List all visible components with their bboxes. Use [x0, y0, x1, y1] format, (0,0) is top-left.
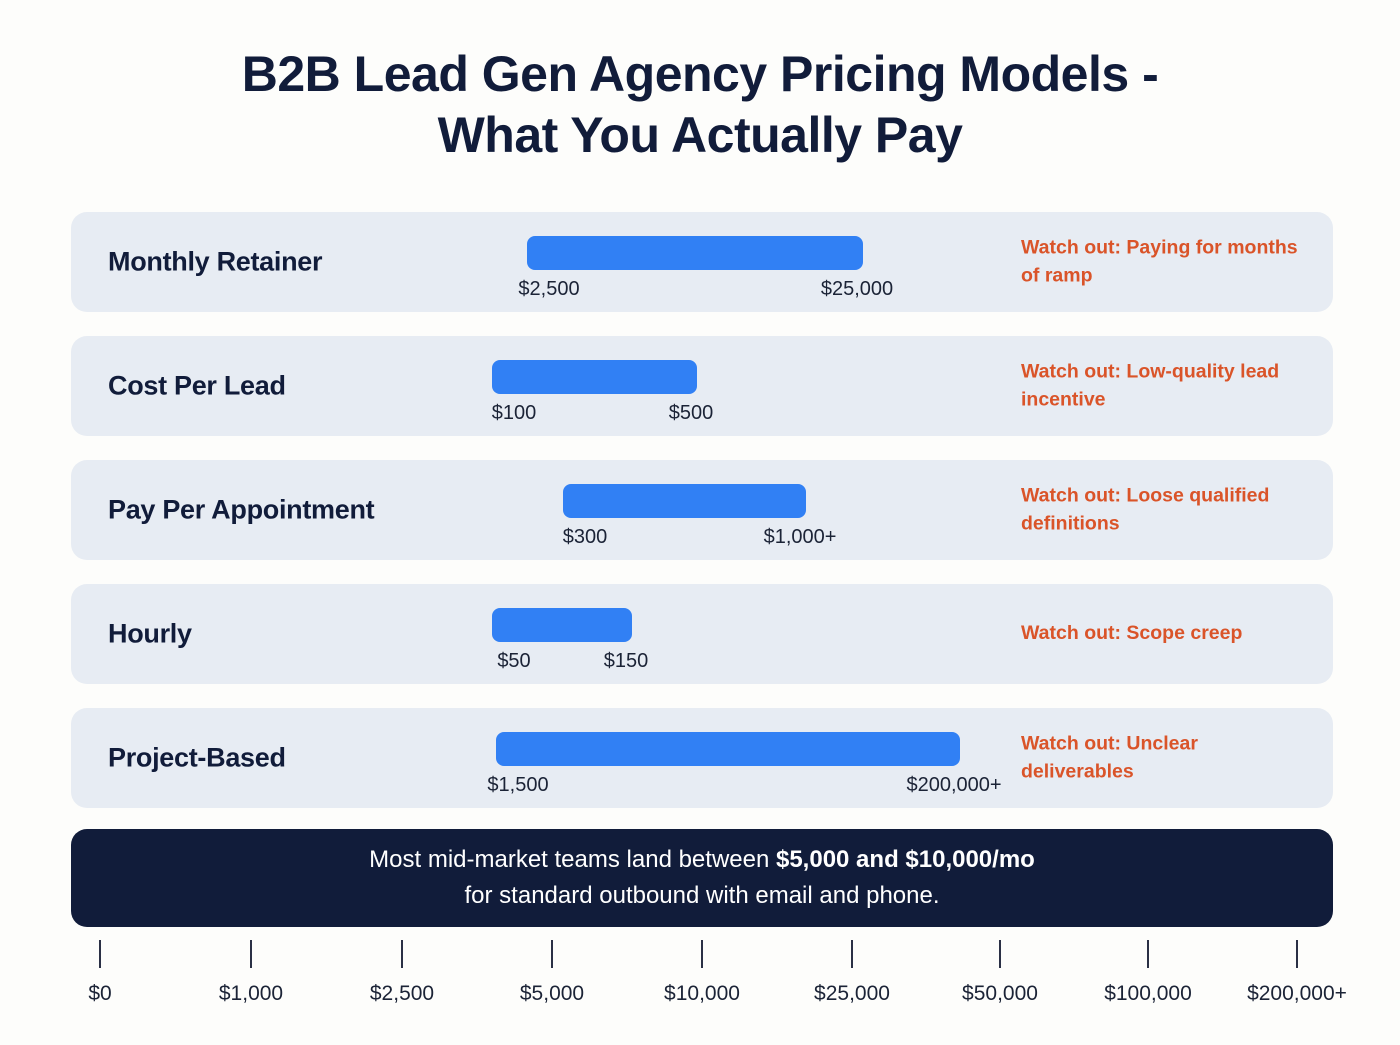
- price-range-high-label: $200,000+: [906, 774, 1002, 796]
- watch-out-warning: Watch out: Unclear deliverables: [1021, 732, 1198, 782]
- pricing-row-label: Project-Based: [108, 742, 286, 773]
- price-range-high-label: $1,000+: [763, 526, 837, 548]
- page-title-line-2: What You Actually Pay: [437, 107, 963, 163]
- price-range-low-label: $100: [491, 402, 537, 424]
- axis-tick: [250, 940, 252, 968]
- pricing-row[interactable]: Project-Based $1,500 $200,000+ Watch out: U…: [71, 708, 1333, 808]
- price-range-low-label: $300: [562, 526, 608, 548]
- axis-tick: [99, 940, 101, 968]
- pricing-row[interactable]: Monthly Retainer $2,500 $25,000 Watch out: …: [71, 212, 1333, 312]
- axis-tick-label: $0: [88, 982, 112, 1005]
- page-title: B2B Lead Gen Agency Pricing Models - Wha…: [0, 44, 1400, 166]
- watch-out-warning: Watch out: Paying for months of ramp: [1021, 236, 1298, 286]
- axis-tick-label: $25,000: [814, 982, 890, 1005]
- axis-tick-label: $10,000: [664, 982, 740, 1005]
- summary-callout: Most mid-market teams land between $5,00…: [71, 829, 1333, 927]
- pricing-row-label: Cost Per Lead: [108, 370, 286, 401]
- pricing-row-bar-zone: $1,500 $200,000+: [71, 708, 1333, 808]
- pricing-row-label: Pay Per Appointment: [108, 494, 375, 525]
- watch-out-warning: Watch out: Loose qualified definitions: [1021, 484, 1270, 534]
- summary-callout-highlight: $5,000 and $10,000/mo: [775, 846, 1035, 873]
- price-range-high-label: $500: [668, 402, 714, 424]
- price-range-bar: [492, 608, 632, 642]
- watch-out-warning: Watch out: Scope creep: [1021, 622, 1243, 645]
- price-range-high-label: $150: [603, 650, 649, 672]
- pricing-row-label: Hourly: [108, 618, 192, 649]
- axis-tick-label: $5,000: [519, 982, 585, 1005]
- axis-tick-label: $200,000+: [1247, 982, 1347, 1005]
- pricing-row[interactable]: Hourly $50 $150 Watch out: Scope creep: [71, 584, 1333, 684]
- pricing-row-bar-zone: $300 $1,000+: [71, 460, 1333, 560]
- watch-out-warning: Watch out: Low-quality lead incentive: [1021, 360, 1280, 410]
- pricing-row-bar-zone: $50 $150: [71, 584, 1333, 684]
- price-range-bar: [563, 484, 806, 518]
- axis-tick-label: $1,000: [218, 982, 284, 1005]
- summary-callout-line-1: Most mid-market teams land between $5,00…: [369, 842, 1035, 878]
- axis-tick-label: $100,000: [1104, 982, 1192, 1005]
- axis-tick: [1147, 940, 1149, 968]
- axis-tick: [851, 940, 853, 968]
- summary-callout-prefix: Most mid-market teams land between: [369, 846, 776, 873]
- summary-callout-line-2: for standard outbound with email and pho…: [464, 882, 940, 909]
- price-range-bar: [492, 360, 697, 394]
- price-range-low-label: $2,500: [518, 278, 580, 300]
- price-range-bar: [496, 732, 960, 766]
- price-range-low-label: $1,500: [487, 774, 549, 796]
- price-range-low-label: $50: [497, 650, 531, 672]
- pricing-row[interactable]: Cost Per Lead $100 $500 Watch out: Low-qual…: [71, 336, 1333, 436]
- pricing-row-bar-zone: $2,500 $25,000: [71, 212, 1333, 312]
- pricing-row-bar-zone: $100 $500: [71, 336, 1333, 436]
- price-range-bar: [527, 236, 863, 270]
- page-title-line-1: B2B Lead Gen Agency Pricing Models -: [241, 46, 1159, 102]
- price-axis: $0 $1,000 $2,500 $5,000 $10,000 $25,000 $50,00…: [0, 940, 1400, 1020]
- pricing-row[interactable]: Pay Per Appointment $300 $1,000+ Watch out:…: [71, 460, 1333, 560]
- axis-tick-label: $50,000: [962, 982, 1038, 1005]
- price-range-high-label: $25,000: [820, 278, 894, 300]
- axis-tick-label: $2,500: [369, 982, 435, 1005]
- axis-tick: [551, 940, 553, 968]
- axis-tick: [701, 940, 703, 968]
- pricing-model-rows: Monthly Retainer $2,500 $25,000 Watch out: …: [71, 212, 1333, 832]
- axis-tick: [999, 940, 1001, 968]
- pricing-row-label: Monthly Retainer: [108, 246, 323, 277]
- axis-tick: [1296, 940, 1298, 968]
- axis-tick: [401, 940, 403, 968]
